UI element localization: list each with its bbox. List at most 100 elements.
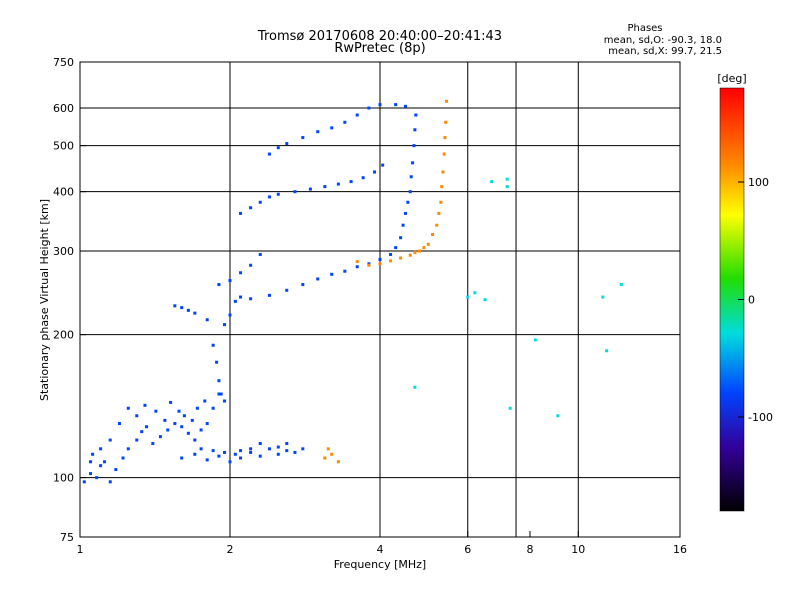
data-point <box>211 449 215 453</box>
data-point <box>121 456 125 460</box>
data-point <box>426 242 430 246</box>
data-point <box>293 190 297 194</box>
data-point <box>89 460 93 464</box>
data-point <box>108 438 112 442</box>
data-point <box>199 428 203 432</box>
data-point <box>505 185 509 189</box>
data-point <box>99 447 103 451</box>
y-tick-label: 750 <box>53 56 74 69</box>
data-point <box>399 256 403 260</box>
data-point <box>91 452 95 456</box>
data-point <box>316 130 320 134</box>
data-point <box>215 360 219 364</box>
data-point <box>193 311 197 315</box>
data-point <box>267 195 271 199</box>
data-point <box>349 180 353 184</box>
y-axis-label: Stationary phase Virtual Height [km] <box>38 199 51 401</box>
data-point <box>413 128 417 132</box>
data-point <box>444 120 448 124</box>
data-point <box>135 438 139 442</box>
data-point <box>276 146 280 150</box>
data-point <box>180 456 184 460</box>
data-point <box>403 104 407 108</box>
data-point <box>223 323 227 327</box>
data-point <box>267 152 271 156</box>
data-point <box>114 468 118 472</box>
colorbar-tick-label: 0 <box>748 294 755 307</box>
data-point <box>408 253 412 257</box>
data-point <box>199 447 203 451</box>
data-point <box>355 260 359 264</box>
data-point <box>195 406 199 410</box>
data-point <box>223 399 227 403</box>
data-point <box>323 185 327 189</box>
data-point <box>401 223 405 227</box>
data-point <box>440 185 444 189</box>
data-point <box>211 406 215 410</box>
data-point <box>409 175 413 179</box>
data-point <box>505 177 509 181</box>
y-tick-label: 200 <box>53 329 74 342</box>
data-point <box>145 425 149 429</box>
data-point <box>301 283 305 287</box>
x-tick-label: 2 <box>227 543 234 556</box>
data-point <box>103 460 107 464</box>
data-point <box>394 246 398 250</box>
data-point <box>228 460 232 464</box>
data-point <box>193 438 197 442</box>
data-point <box>163 418 167 422</box>
data-point <box>126 447 130 451</box>
data-point <box>186 431 190 435</box>
y-tick-label: 300 <box>53 245 74 258</box>
data-point <box>205 422 209 426</box>
data-point <box>203 399 207 403</box>
colorbar-label: [deg] <box>717 72 746 85</box>
data-point <box>239 449 243 453</box>
data-points <box>82 99 623 484</box>
data-point <box>443 136 447 140</box>
data-point <box>403 211 407 215</box>
data-point <box>422 246 426 250</box>
data-point <box>490 180 494 184</box>
data-point <box>166 428 170 432</box>
data-point <box>435 223 439 227</box>
data-point <box>406 200 410 204</box>
data-point <box>249 447 253 451</box>
data-point <box>437 211 441 215</box>
data-point <box>431 233 435 237</box>
data-point <box>239 271 243 275</box>
data-point <box>180 425 184 429</box>
data-point <box>190 418 194 422</box>
data-point <box>619 283 623 287</box>
data-point <box>205 458 209 462</box>
data-point <box>355 265 359 269</box>
data-point <box>412 144 416 148</box>
data-point <box>442 152 446 156</box>
data-point <box>389 259 393 263</box>
y-axis-ticks: 75 100 200 300 400 500 600 750 <box>53 56 86 544</box>
data-point <box>316 277 320 281</box>
data-point <box>414 113 418 117</box>
data-point <box>326 447 330 451</box>
data-point <box>285 142 289 146</box>
data-point <box>330 126 334 130</box>
data-point <box>417 249 421 253</box>
colorbar-tick-label: 100 <box>748 176 769 189</box>
data-point <box>411 161 415 165</box>
data-point <box>239 295 243 299</box>
data-point <box>258 252 262 256</box>
data-point <box>117 422 121 426</box>
data-point <box>605 349 609 353</box>
data-point <box>249 206 253 210</box>
x-tick-label: 1 <box>77 543 84 556</box>
grid-lines <box>80 62 680 537</box>
data-point <box>239 456 243 460</box>
data-point <box>177 409 181 413</box>
data-point <box>239 211 243 215</box>
data-point <box>228 279 232 283</box>
data-point <box>180 306 184 310</box>
data-point <box>483 298 487 302</box>
data-point <box>336 182 340 186</box>
x-tick-label: 10 <box>571 543 585 556</box>
x-tick-label: 4 <box>377 543 384 556</box>
